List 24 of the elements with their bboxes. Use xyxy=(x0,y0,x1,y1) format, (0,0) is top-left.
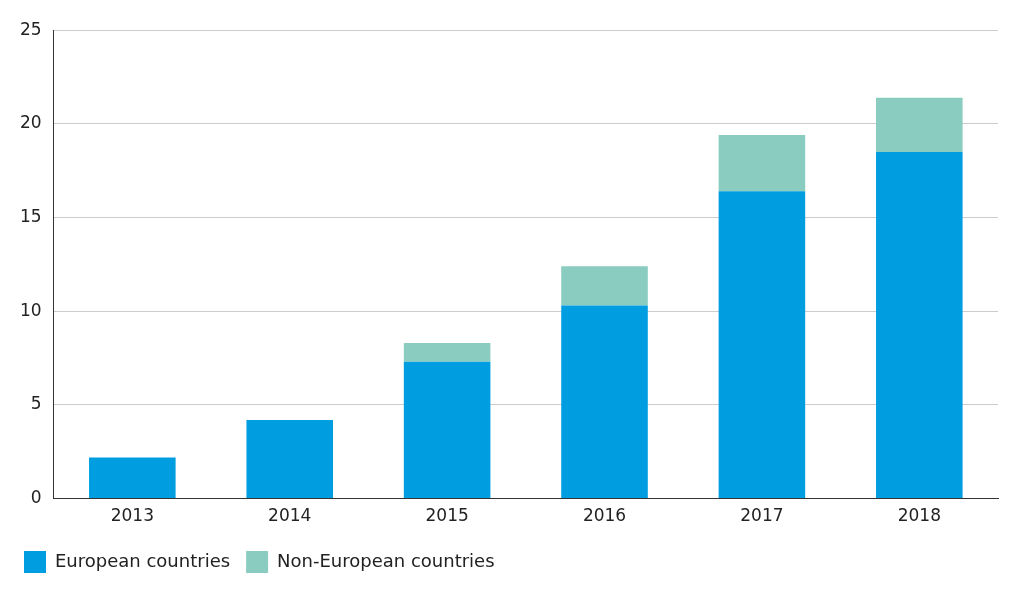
bar xyxy=(876,151,963,499)
bar xyxy=(89,457,176,499)
bar xyxy=(246,419,334,499)
x-tick-label: 2013 xyxy=(110,505,154,526)
bar xyxy=(403,361,491,499)
bar xyxy=(718,135,806,192)
y-tick-label: 25 xyxy=(19,18,42,39)
x-tick-label: 2017 xyxy=(740,505,784,526)
x-tick-label: 2015 xyxy=(425,505,469,526)
bar xyxy=(561,266,648,306)
y-tick-label: 15 xyxy=(19,205,42,226)
bar xyxy=(403,343,491,362)
x-tick-label: 2014 xyxy=(268,505,312,526)
x-tick-label: 2016 xyxy=(582,505,627,526)
y-tick-label: 5 xyxy=(30,393,42,414)
x-tick-label: 2018 xyxy=(897,505,941,526)
y-tick-label: 10 xyxy=(19,299,42,320)
y-tick-label: 20 xyxy=(19,112,42,133)
bar xyxy=(718,191,806,499)
bar xyxy=(561,305,648,499)
legend-label: Non-European countries xyxy=(277,549,495,571)
y-tick-label: 0 xyxy=(30,487,42,508)
bar xyxy=(876,97,963,152)
legend-label: European countries xyxy=(55,549,231,571)
